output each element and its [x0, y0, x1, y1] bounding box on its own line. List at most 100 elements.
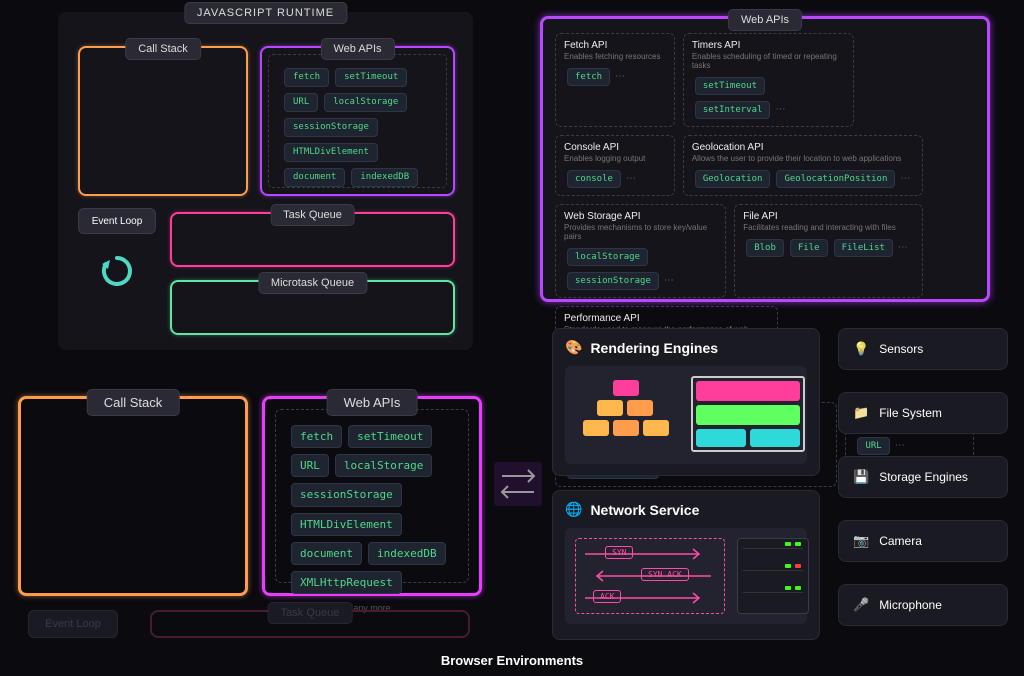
network-service-card: 🌐 Network Service SYN SYN ACK ACK	[552, 490, 820, 640]
feature-icon: 💾	[853, 469, 869, 485]
event-loop-icon	[98, 252, 136, 290]
api-chip: setTimeout	[348, 425, 432, 448]
ellipsis-icon: ⋯	[664, 275, 675, 286]
web-apis-box-small: Web APIs fetchsetTimeoutURLlocalStorages…	[260, 46, 455, 196]
api-chip: fetch	[567, 68, 610, 86]
api-chip: sessionStorage	[291, 483, 402, 506]
api-chip: URL	[284, 93, 318, 112]
api-chip: document	[284, 168, 345, 187]
api-group-subtitle: Enables scheduling of timed or repeating…	[692, 52, 845, 70]
api-chip: File	[790, 239, 828, 257]
js-runtime-panel: JAVASCRIPT RUNTIME Call Stack Web APIs f…	[58, 12, 473, 350]
api-chip: document	[291, 542, 362, 565]
api-chip: Blob	[746, 239, 784, 257]
globe-icon: 🌐	[565, 501, 582, 518]
api-chip: setTimeout	[695, 77, 765, 95]
api-group-title: Console API	[564, 142, 666, 153]
api-group-chips: fetch⋯	[564, 65, 666, 89]
palette-icon: 🎨	[565, 339, 582, 356]
api-chip: indexedDB	[351, 168, 418, 187]
api-chip: FileList	[834, 239, 893, 257]
task-queue-label: Task Queue	[270, 204, 355, 226]
api-chip: fetch	[291, 425, 342, 448]
api-chip: Geolocation	[695, 170, 771, 188]
network-graphic: SYN SYN ACK ACK	[565, 528, 807, 624]
api-group-subtitle: Provides mechanisms to store key/value p…	[564, 223, 717, 241]
api-group-chips: localStorage sessionStorage ⋯	[564, 245, 717, 293]
api-chip: fetch	[284, 68, 329, 87]
runtime-title: JAVASCRIPT RUNTIME	[184, 2, 347, 24]
side-feature-card[interactable]: 💾 Storage Engines	[838, 456, 1008, 498]
api-group-chips: URL⋯	[854, 434, 964, 458]
api-chip: sessionStorage	[567, 272, 659, 290]
call-stack-label-large: Call Stack	[87, 389, 180, 416]
api-group-title: File API	[743, 211, 913, 222]
side-feature-card[interactable]: 🎤 Microphone	[838, 584, 1008, 626]
web-apis-label-small: Web APIs	[320, 38, 394, 60]
api-chip: HTMLDivElement	[284, 143, 378, 162]
api-group-subtitle: Allows the user to provide their locatio…	[692, 154, 914, 163]
api-chip: setInterval	[695, 101, 771, 119]
api-group: Geolocation APIAllows the user to provid…	[683, 135, 923, 196]
api-group-title: Geolocation API	[692, 142, 914, 153]
figure-caption: Browser Environments	[0, 653, 1024, 668]
network-title: 🌐 Network Service	[565, 501, 807, 518]
api-group: Console APIEnables logging output console…	[555, 135, 675, 196]
api-group-chips: GeolocationGeolocationPosition⋯	[692, 167, 914, 191]
api-chip: localStorage	[567, 248, 648, 266]
api-group-title: Fetch API	[564, 40, 666, 51]
feature-icon: 📷	[853, 533, 869, 549]
web-apis-detail-panel: Web APIs Fetch APIEnables fetching resou…	[540, 16, 990, 302]
api-chip: localStorage	[324, 93, 407, 112]
api-group: Fetch APIEnables fetching resources fetch…	[555, 33, 675, 127]
api-group-title: Timers API	[692, 40, 845, 51]
ellipsis-icon: ⋯	[898, 242, 909, 253]
api-group-subtitle: Facilitates reading and interacting with…	[743, 223, 913, 232]
api-chip: setTimeout	[335, 68, 407, 87]
task-queue-faded: Task Queue	[150, 610, 470, 638]
event-loop-box: Event Loop	[78, 208, 156, 234]
api-group-title: Performance API	[564, 313, 769, 324]
api-chip: indexedDB	[368, 542, 446, 565]
api-group-chips: Blob File FileList ⋯	[743, 236, 913, 260]
api-chip: HTMLDivElement	[291, 513, 402, 536]
feature-label: Sensors	[879, 342, 923, 356]
web-apis-chiplist-small: fetch setTimeout URL localStorage sessionSto…	[268, 54, 447, 188]
microtask-queue-box: Microtask Queue	[170, 280, 455, 335]
api-group: Web Storage APIProvides mechanisms to st…	[555, 204, 726, 298]
side-feature-card[interactable]: 💡 Sensors	[838, 328, 1008, 370]
api-chip: localStorage	[335, 454, 432, 477]
runtime-zoom-panel: Call Stack Web APIs fetchsetTimeoutURLlo…	[0, 372, 540, 662]
call-stack-label: Call Stack	[125, 38, 201, 60]
feature-icon: 💡	[853, 341, 869, 357]
call-stack-box: Call Stack	[78, 46, 248, 196]
ellipsis-icon: ⋯	[626, 173, 637, 184]
web-apis-label-large: Web APIs	[327, 389, 418, 416]
side-feature-card[interactable]: 📷 Camera	[838, 520, 1008, 562]
side-feature-card[interactable]: 📁File System	[838, 392, 1008, 434]
call-stack-box-large: Call Stack	[18, 396, 248, 596]
api-group: Timers APIEnables scheduling of timed or…	[683, 33, 854, 127]
rendering-title: 🎨 Rendering Engines	[565, 339, 807, 356]
api-group-subtitle: Enables logging output	[564, 154, 666, 163]
task-queue-box: Task Queue	[170, 212, 455, 267]
api-group-chips: console⋯	[564, 167, 666, 191]
microtask-queue-label: Microtask Queue	[258, 272, 367, 294]
feature-label: Storage Engines	[879, 470, 968, 484]
ellipsis-icon: ⋯	[900, 173, 911, 184]
feature-label: Microphone	[879, 598, 942, 612]
feature-label: Camera	[879, 534, 922, 548]
rendering-engines-card: 🎨 Rendering Engines	[552, 328, 820, 476]
rendering-graphic	[565, 366, 807, 464]
web-apis-chiplist-large: fetchsetTimeoutURLlocalStoragesessionSto…	[275, 409, 469, 583]
api-chip: URL	[857, 437, 889, 455]
bidirectional-arrow-icon	[494, 462, 542, 506]
api-group-subtitle: Enables fetching resources	[564, 52, 666, 61]
api-groups-container: Fetch APIEnables fetching resources fetch…	[551, 29, 979, 291]
api-chip: sessionStorage	[284, 118, 378, 137]
ellipsis-icon: ⋯	[775, 104, 786, 115]
feature-label: File System	[879, 406, 942, 420]
api-chip: XMLHttpRequest	[291, 571, 402, 594]
feature-icon: 🎤	[853, 597, 869, 613]
event-loop-faded: Event Loop	[28, 610, 118, 638]
